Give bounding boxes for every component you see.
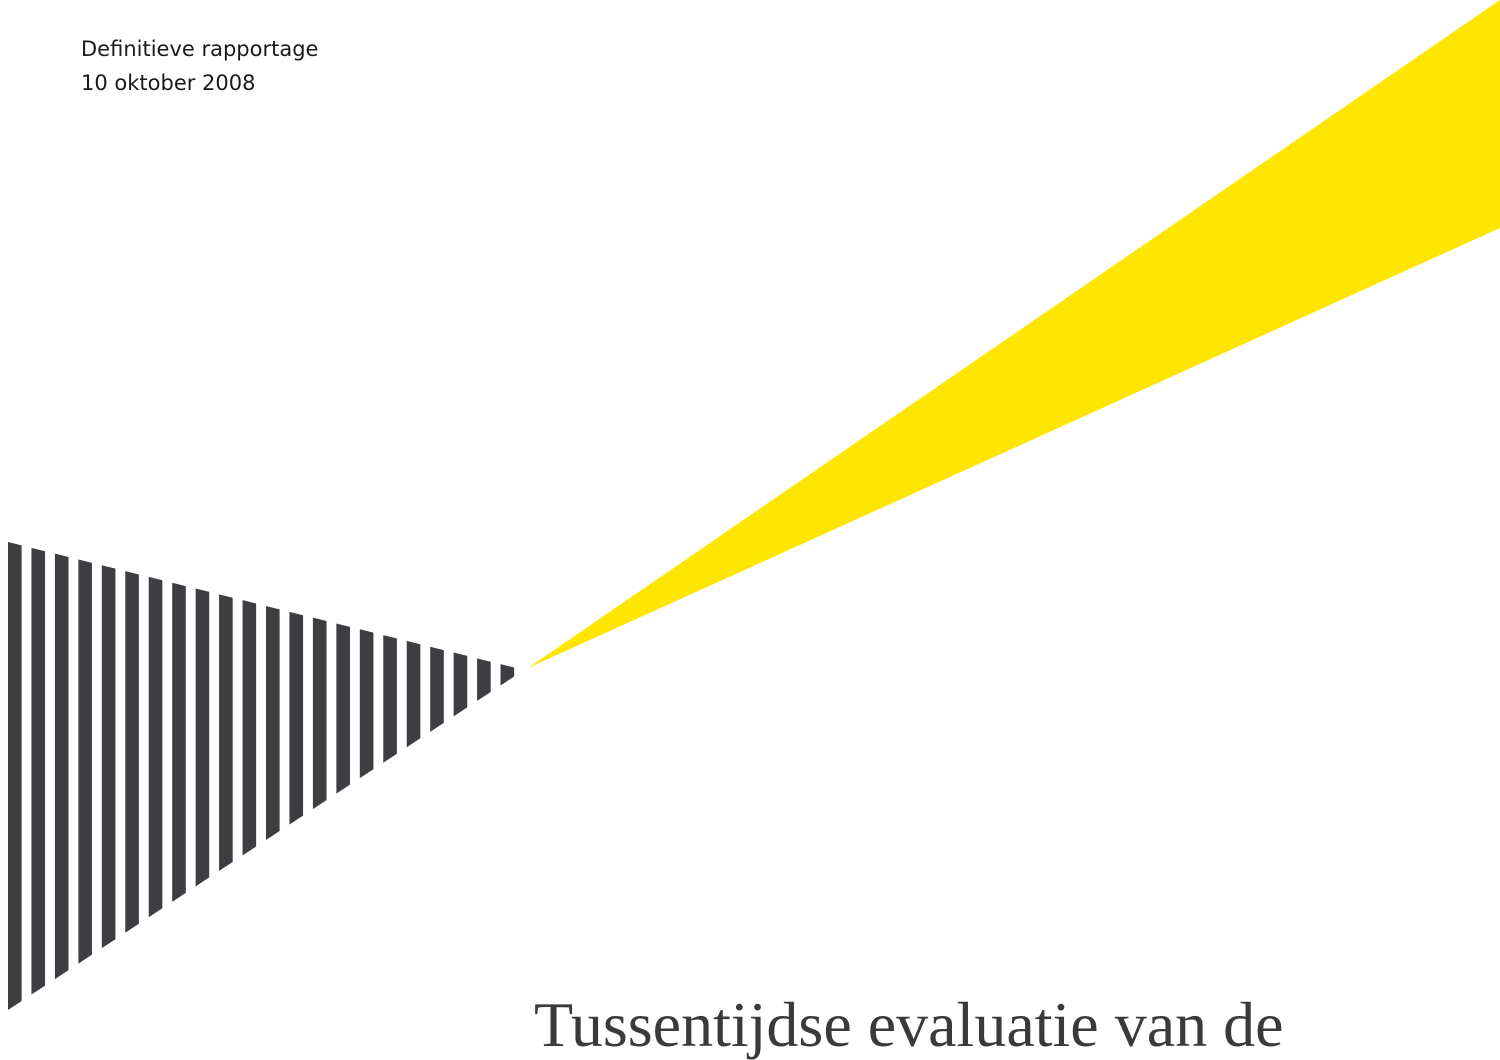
report-title: Tussentijdse evaluatie van de	[534, 989, 1284, 1060]
stripe-bar	[78, 559, 92, 964]
stripe-bar	[101, 565, 116, 949]
stripe-bar	[8, 542, 22, 1010]
stripe-bar	[172, 582, 186, 902]
stripe-bar	[125, 571, 139, 933]
stripe-bar	[54, 553, 69, 980]
report-date: 10 oktober 2008	[81, 71, 256, 95]
stripe-bar	[242, 600, 257, 856]
stripe-bar	[406, 640, 421, 748]
stripe-bar	[195, 588, 210, 887]
cover-header: Definitieve rapportage 10 oktober 2008	[81, 32, 318, 100]
yellow-beam-graphic	[528, 0, 1500, 668]
stripe-bar	[477, 658, 491, 701]
stripe-bar	[31, 547, 46, 995]
stripe-bar	[289, 611, 304, 825]
report-status-label: Definitieve rapportage	[81, 37, 319, 61]
stripe-bar	[453, 652, 468, 717]
stripe-bar	[148, 576, 163, 918]
stripe-bar	[430, 646, 444, 732]
stripe-bar	[312, 617, 327, 810]
stripe-bar	[359, 629, 374, 779]
stripe-bar	[266, 606, 280, 840]
striped-wedge-graphic	[8, 542, 515, 1010]
stripe-bar	[336, 623, 350, 794]
stripe-bar	[219, 594, 233, 871]
stripe-bar	[500, 664, 515, 686]
stripe-bar	[383, 635, 397, 763]
